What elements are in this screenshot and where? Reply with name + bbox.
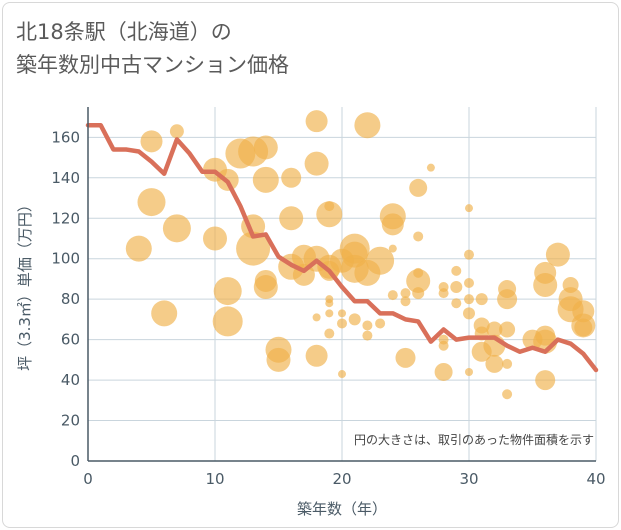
bubble-point xyxy=(451,298,462,309)
bubble-point xyxy=(169,124,184,139)
bubble-point xyxy=(574,318,593,337)
bubble-point xyxy=(535,370,556,391)
bubble-point xyxy=(533,273,558,298)
bubble-point xyxy=(450,281,463,294)
y-tick-label: 120 xyxy=(51,209,80,227)
y-tick-label: 20 xyxy=(61,412,80,430)
x-axis-label: 築年数（年） xyxy=(297,500,387,518)
average-line-layer xyxy=(85,122,599,373)
bubble-point xyxy=(366,246,395,275)
chart-title-line-2: 築年数別中古マンション価格 xyxy=(16,53,289,77)
bubble-point xyxy=(324,328,335,339)
y-tick-label: 0 xyxy=(70,452,80,470)
bubble-point xyxy=(464,294,474,305)
bubble-point xyxy=(438,288,449,299)
bubble-point xyxy=(362,320,373,331)
bubble-point xyxy=(151,300,178,327)
bubble-point xyxy=(279,206,304,231)
bubble-point xyxy=(475,293,488,306)
bubble-point xyxy=(499,321,516,338)
bubble-point xyxy=(413,231,424,242)
bubble-point xyxy=(406,268,431,293)
bubble-point xyxy=(388,244,397,253)
bubble-point xyxy=(375,318,386,329)
bubble-point xyxy=(337,318,347,329)
bubble-point xyxy=(502,358,513,369)
bubble-point xyxy=(497,289,518,310)
y-tick-label: 60 xyxy=(61,331,80,349)
bubble-point xyxy=(162,214,191,243)
bubble-point xyxy=(381,213,404,236)
bubble-point xyxy=(253,135,278,160)
bubble-point xyxy=(485,354,504,373)
bubble-point xyxy=(486,321,503,338)
bubble-point xyxy=(236,231,271,266)
bubble-point xyxy=(212,306,243,337)
bubble-point xyxy=(338,309,346,318)
x-tick-label: 10 xyxy=(205,470,224,488)
y-tick-label: 100 xyxy=(51,250,80,268)
y-tick-label: 140 xyxy=(51,169,80,187)
chart-title: 北18条駅（北海道）の 築年数別中古マンション価格 xyxy=(16,16,289,82)
average-price-line xyxy=(85,122,599,373)
y-tick-label: 80 xyxy=(61,290,80,308)
bubble-point xyxy=(451,265,462,276)
bubble-point xyxy=(252,166,279,193)
x-tick-label: 40 xyxy=(586,470,605,488)
bubble-point xyxy=(338,370,346,379)
bubble-point xyxy=(125,235,152,262)
bubble-point xyxy=(362,330,373,341)
bubble-point xyxy=(387,290,398,301)
bubble-point xyxy=(412,287,425,300)
bubble-point xyxy=(304,151,329,176)
bubble-point xyxy=(325,309,334,318)
bubble-point xyxy=(316,201,343,228)
bubble-point xyxy=(464,249,474,260)
bubble-point xyxy=(266,347,291,372)
y-tick-label: 160 xyxy=(51,128,80,146)
bubble-point xyxy=(464,277,474,288)
bubble-point xyxy=(137,188,166,217)
bubble-point xyxy=(325,299,334,308)
bubble-point xyxy=(348,313,361,326)
x-tick-label: 20 xyxy=(332,470,351,488)
bubble-size-note: 円の大きさは、取引のあった物件面積を示す xyxy=(354,432,594,447)
chart-title-line-1: 北18条駅（北海道）の xyxy=(16,20,232,44)
y-axis-label: 坪（3.3㎡）単価（万円） xyxy=(16,197,34,371)
bubble-point xyxy=(426,163,435,172)
bubble-point xyxy=(400,288,411,299)
bubble-point xyxy=(140,130,163,153)
bubble-point xyxy=(502,389,513,400)
bubble-point xyxy=(465,367,473,376)
axes: 0 20 40 60 80 100 120 140 160 0 10 20 30 40 xyxy=(51,107,606,488)
bubble-point xyxy=(438,340,449,351)
y-tick-label: 40 xyxy=(61,371,80,389)
bubble-point xyxy=(312,313,321,322)
bubble-point xyxy=(305,110,328,133)
bubble-point xyxy=(400,296,411,307)
x-tick-label: 30 xyxy=(459,470,478,488)
bubble-point xyxy=(545,242,570,267)
bubble-point xyxy=(395,347,416,368)
x-tick-label: 0 xyxy=(83,470,93,488)
bubble-point xyxy=(463,307,475,320)
bubble-point xyxy=(354,112,381,139)
bubble-point xyxy=(465,204,473,213)
bubble-point xyxy=(409,178,428,197)
bubble-point xyxy=(213,277,242,306)
bubble-point xyxy=(434,362,453,381)
bubble-point xyxy=(281,167,302,188)
bubble-point xyxy=(203,226,227,251)
bubble-point xyxy=(305,344,328,367)
bubble-point xyxy=(253,275,278,300)
